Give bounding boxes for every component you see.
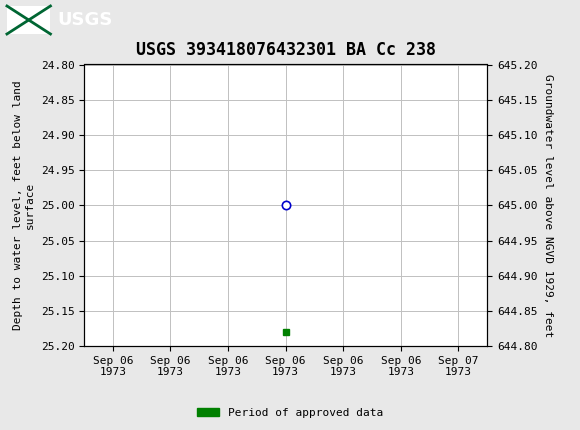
Text: USGS: USGS [57,11,113,29]
Y-axis label: Depth to water level, feet below land
surface: Depth to water level, feet below land su… [13,80,35,330]
Y-axis label: Groundwater level above NGVD 1929, feet: Groundwater level above NGVD 1929, feet [543,74,553,337]
Legend: Period of approved data: Period of approved data [193,403,387,422]
Title: USGS 393418076432301 BA Cc 238: USGS 393418076432301 BA Cc 238 [136,41,436,59]
Bar [7,6,50,34]
